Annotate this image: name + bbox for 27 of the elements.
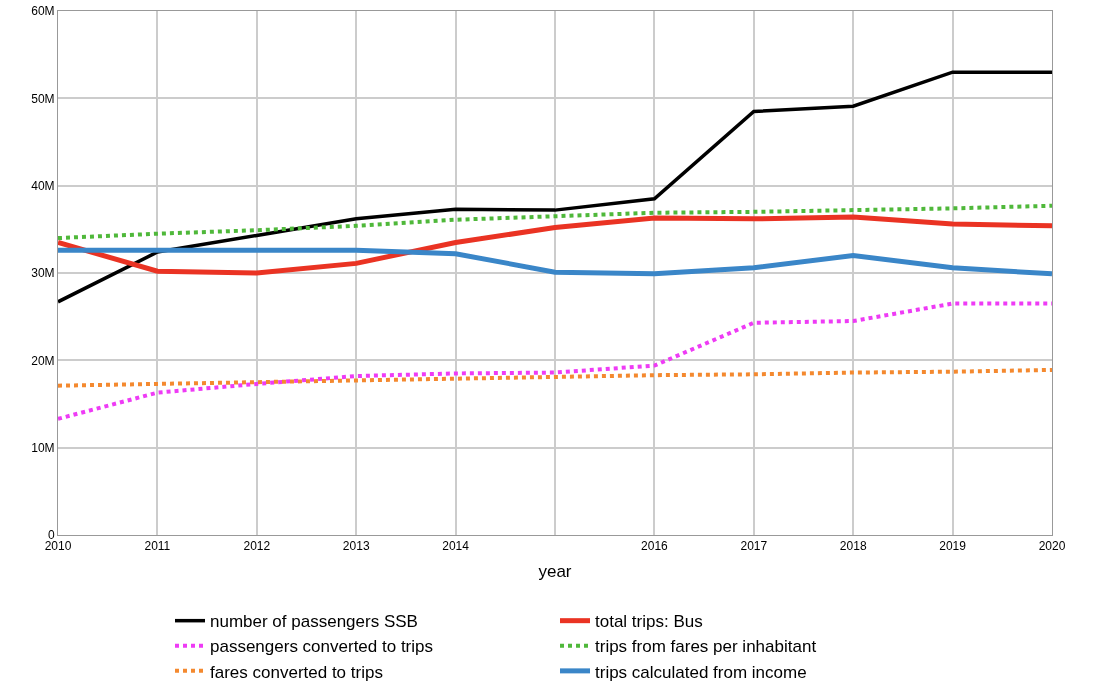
legend-label: passengers converted to trips [210,637,434,657]
line-series [58,203,1052,241]
y-tick-label: 30M [31,266,55,281]
x-tick-label: 2017 [740,539,768,554]
y-tick-label: 50M [31,91,55,106]
line-series [58,367,1052,388]
x-axis-title: year [538,561,572,581]
x-tick-label: 2011 [144,539,171,554]
legend-label: number of passengers SSB [210,612,418,632]
y-tick-label: 40M [31,178,55,193]
legend-label: trips calculated from income [595,662,807,682]
line-series [58,70,1052,304]
x-tick-label: 2012 [243,539,271,554]
y-tick-label: 20M [31,353,55,368]
x-tick-label: 2010 [44,539,72,554]
x-tick-label: 2019 [939,539,967,554]
legend-label: total trips: Bus [595,612,703,632]
x-tick-label: 2020 [1038,539,1066,554]
legend-label: trips from fares per inhabitant [595,637,817,657]
legend-label: fares converted to trips [210,662,383,682]
y-tick-label: 10M [31,440,55,455]
x-tick-label: 2014 [442,539,470,554]
x-tick-label: 2018 [839,539,867,554]
x-tick-label: 2016 [641,539,669,554]
y-tick-label: 60M [31,4,55,19]
line-series [58,301,1052,421]
x-tick-label: 2013 [342,539,370,554]
